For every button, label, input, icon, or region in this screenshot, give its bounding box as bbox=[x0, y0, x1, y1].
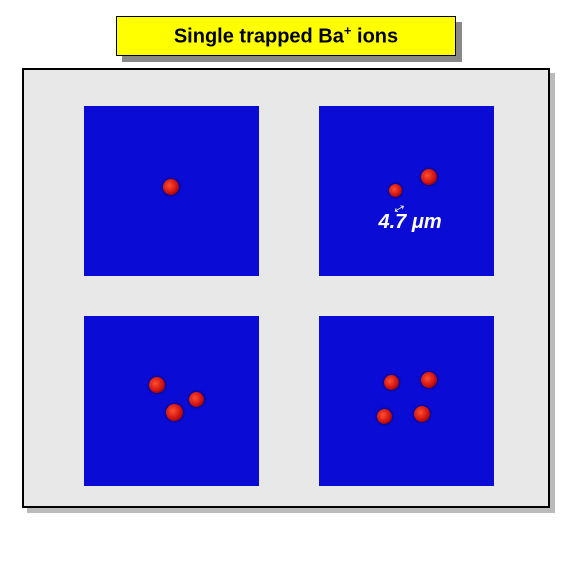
panel-grid: ↔4.7 μm bbox=[24, 70, 548, 506]
trapped-ion-dot bbox=[166, 404, 183, 421]
trapped-ion-dot bbox=[149, 377, 165, 393]
ion-image-panel: ↔4.7 μm bbox=[319, 106, 494, 276]
title-text-prefix: Single trapped Ba bbox=[174, 26, 344, 48]
trapped-ion-dot bbox=[421, 372, 437, 388]
ion-image-panel bbox=[84, 316, 259, 486]
figure-title-container: Single trapped Ba+ ions bbox=[116, 16, 456, 56]
figure-frame-wrap: ↔4.7 μm bbox=[22, 68, 550, 508]
trapped-ion-dot bbox=[421, 169, 437, 185]
figure-frame: ↔4.7 μm bbox=[22, 68, 550, 508]
scale-label: 4.7 μm bbox=[379, 211, 442, 234]
trapped-ion-dot bbox=[384, 375, 399, 390]
trapped-ion-dot bbox=[377, 409, 392, 424]
ion-image-panel bbox=[84, 106, 259, 276]
ion-image-panel bbox=[319, 316, 494, 486]
trapped-ion-dot bbox=[414, 406, 430, 422]
title-text-suffix: ions bbox=[351, 26, 398, 48]
trapped-ion-dot bbox=[189, 392, 204, 407]
trapped-ion-dot bbox=[163, 179, 179, 195]
figure-title: Single trapped Ba+ ions bbox=[116, 16, 456, 56]
